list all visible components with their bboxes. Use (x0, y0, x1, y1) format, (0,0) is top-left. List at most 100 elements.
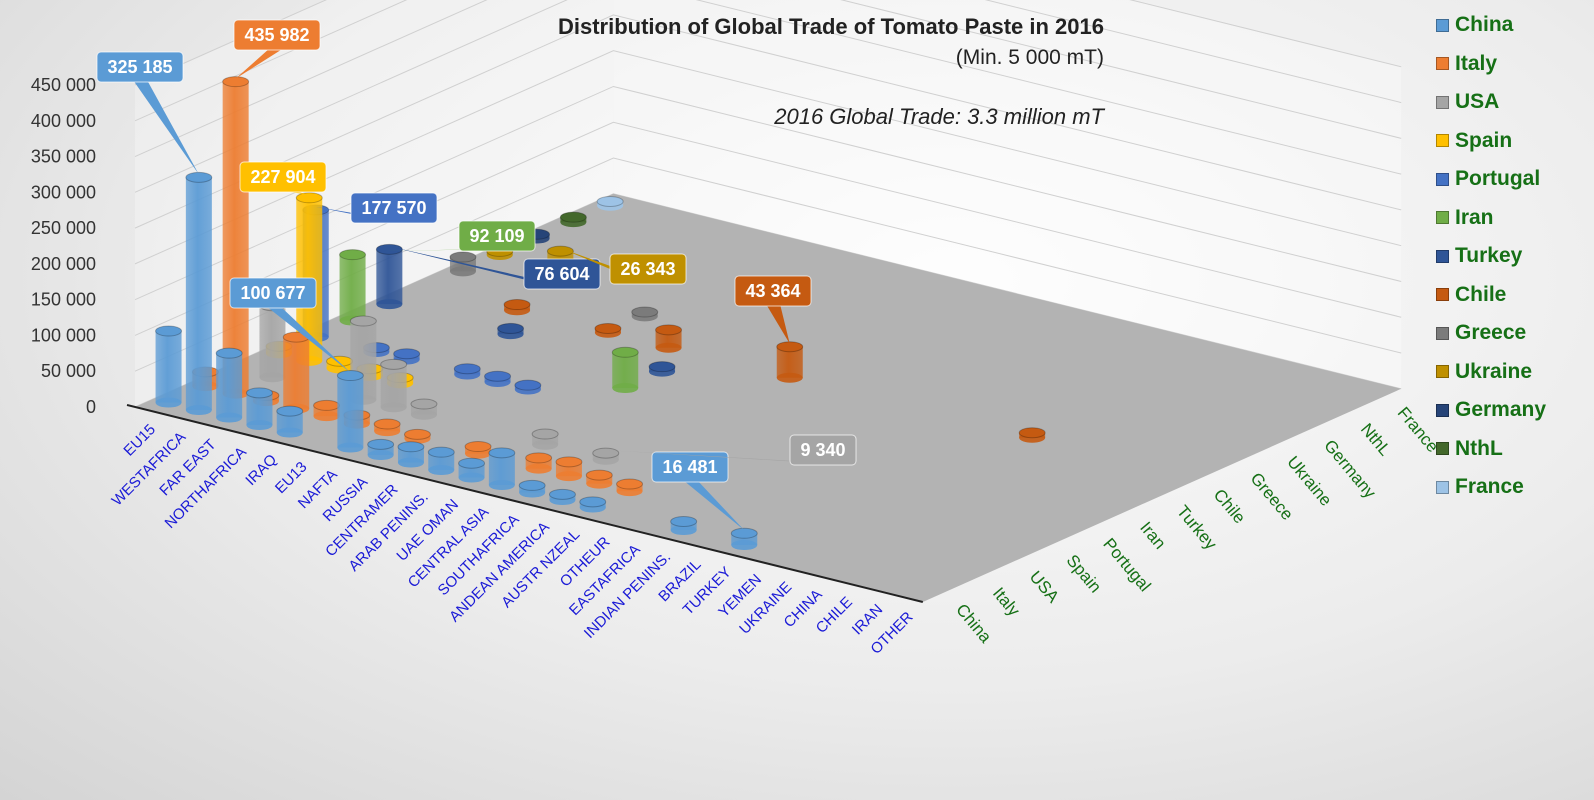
gridline (134, 14, 1402, 229)
cylinder-bar-chile (655, 324, 683, 353)
cylinder-bar-italy (616, 478, 644, 497)
legend-item: Spain (1436, 122, 1546, 161)
data-label-callout: 435 982 (233, 19, 321, 79)
cylinder-bar-china (276, 405, 304, 438)
legend-swatch (1436, 480, 1449, 494)
gridline (134, 0, 1402, 158)
legend-item: France (1436, 468, 1546, 507)
data-label-callout: 227 904 (239, 161, 327, 195)
legend-swatch (1436, 288, 1449, 302)
data-label: 92 109 (469, 226, 524, 246)
cylinder-bar-china (427, 446, 455, 476)
cylinder-bar-usa (410, 398, 438, 420)
legend-label: Greece (1455, 321, 1527, 345)
data-label: 9 340 (800, 440, 845, 460)
legend-label: Portugal (1455, 167, 1541, 191)
gridline (134, 0, 1402, 193)
data-label: 16 481 (662, 457, 717, 477)
legend-swatch (1436, 403, 1449, 417)
legend-label: USA (1455, 90, 1500, 114)
cylinder-bar-portugal (393, 348, 421, 365)
cylinder-bar-china (155, 325, 183, 408)
legend-label: Iran (1455, 205, 1494, 229)
legend-item: China (1436, 6, 1546, 45)
cylinder-bar-iran (339, 249, 367, 326)
y-tick-label: 50 000 (41, 361, 96, 381)
data-label: 325 185 (107, 57, 172, 77)
cylinder-bar-china (579, 496, 607, 513)
legend-item: Chile (1436, 276, 1546, 315)
y-tick-label: 200 000 (31, 254, 96, 274)
legend-swatch (1436, 442, 1449, 456)
cylinder-bar-china (367, 438, 395, 461)
y-tick-label: 450 000 (31, 75, 96, 95)
cylinder-bar-italy (555, 456, 583, 482)
legend-item: Ukraine (1436, 353, 1546, 392)
cylinder-bar-turkey (375, 243, 403, 310)
cylinder-bar-iran (611, 346, 639, 394)
cylinder-bar-china (730, 527, 758, 551)
legend: China Italy USA Spain Portugal Iran Turkey Chil… (1436, 6, 1546, 507)
cylinder-bar-portugal (514, 379, 542, 395)
cylinder-bar-greece (631, 306, 659, 322)
legend-label: China (1455, 13, 1514, 37)
legend-label: Ukraine (1455, 359, 1533, 383)
cylinder-bar-nthl (559, 211, 587, 228)
cylinder-bar-chile (594, 322, 622, 338)
depth-series-label: NthL (1357, 420, 1395, 460)
legend-label: Spain (1455, 128, 1513, 152)
y-tick-label: 300 000 (31, 182, 96, 202)
cylinder-bar-china (185, 171, 213, 416)
cylinder-bar-chile (503, 299, 531, 316)
chart-title: Distribution of Global Trade of Tomato P… (557, 14, 1104, 39)
chart-subtitle: (Min. 5 000 mT) (955, 46, 1104, 69)
cylinder-bar-china (518, 479, 546, 498)
y-tick-label: 0 (86, 397, 96, 417)
data-label: 43 364 (745, 281, 800, 301)
legend-swatch (1436, 326, 1449, 340)
data-label-callout: 43 364 (734, 275, 812, 344)
cylinder-bar-chile (776, 341, 804, 383)
y-tick-label: 100 000 (31, 325, 96, 345)
legend-item: NthL (1436, 430, 1546, 469)
depth-series-label: USA (1026, 567, 1063, 606)
cylinder-bar-china (670, 515, 698, 536)
depth-series-label: Greece (1247, 469, 1297, 524)
legend-swatch (1436, 249, 1449, 263)
cylinder-bar-usa (592, 447, 620, 465)
legend-item: Greece (1436, 314, 1546, 353)
floor (135, 193, 1402, 603)
cylinder-bar-italy (313, 399, 341, 422)
cylinder-bar-china (336, 370, 364, 453)
cylinder-bar-china (458, 457, 486, 483)
cylinder-bar-turkey (648, 361, 676, 377)
data-label-callout: 92 109 (352, 220, 536, 252)
cylinder-bar-china (548, 488, 576, 506)
legend-label: NthL (1455, 436, 1503, 460)
gridline (134, 121, 1402, 336)
gridline (134, 0, 1402, 86)
depth-series-label: Spain (1063, 551, 1106, 597)
legend-swatch (1436, 134, 1449, 148)
depth-series-label: Italy (989, 584, 1024, 620)
legend-swatch (1436, 95, 1449, 109)
data-label: 177 570 (361, 198, 426, 218)
back-wall (613, 0, 1402, 389)
legend-swatch (1436, 57, 1449, 71)
cylinder-bar-portugal (484, 370, 512, 387)
y-tick-label: 350 000 (31, 147, 96, 167)
legend-item: USA (1436, 83, 1546, 122)
depth-series-label: Portugal (1099, 535, 1154, 596)
legend-swatch (1436, 211, 1449, 225)
y-tick-label: 400 000 (31, 111, 96, 131)
legend-item: Portugal (1436, 160, 1546, 199)
cylinder-bar-italy (222, 76, 250, 399)
data-label-callout: 9 340 (605, 434, 857, 466)
cylinder-bar-chile (1018, 427, 1046, 443)
cylinder-bar-italy (373, 418, 401, 437)
gridline (134, 50, 1402, 265)
data-label-callout: 325 185 (96, 51, 199, 175)
gridline (134, 85, 1402, 301)
legend-label: Chile (1455, 282, 1507, 306)
cylinder-bar-portugal (453, 363, 481, 380)
